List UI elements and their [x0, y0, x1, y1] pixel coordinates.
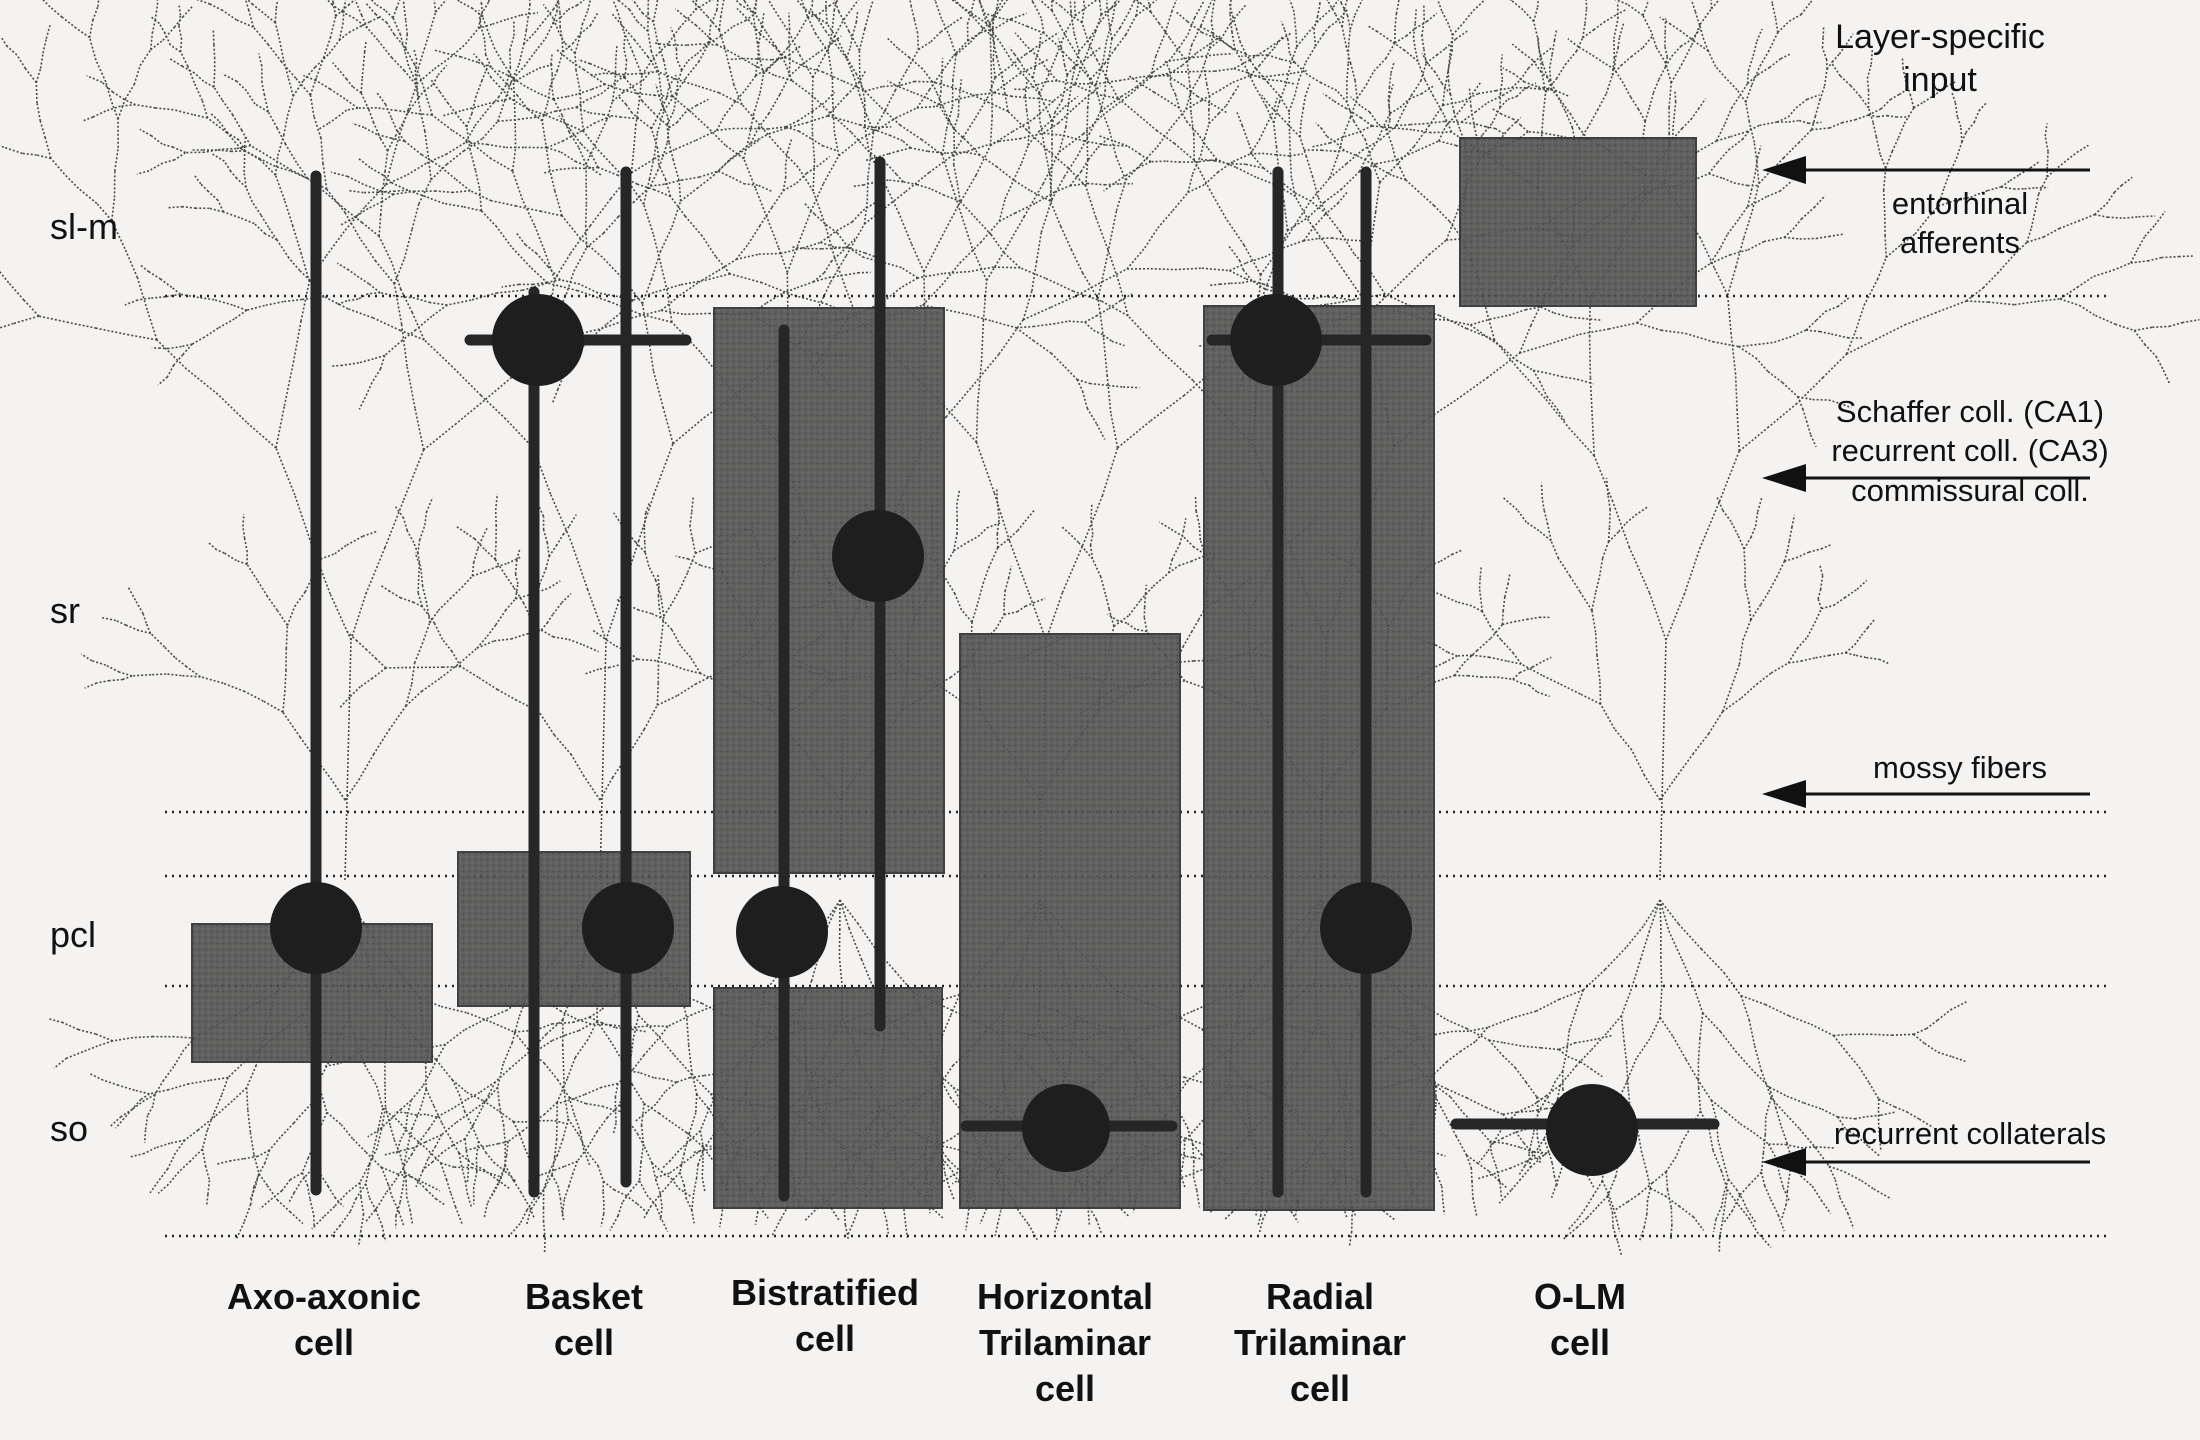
entorhinal-label: entorhinal afferents	[1830, 184, 2090, 263]
layer-label-pcl: pcl	[50, 914, 97, 955]
entorhinal-line-1: entorhinal	[1891, 186, 2029, 221]
schaffer-line-2: recurrent coll. (CA3)	[1831, 433, 2109, 469]
cell-label-basket-line-1: Basket	[524, 1276, 644, 1317]
radial-trilaminar-upper-soma	[1230, 294, 1322, 386]
bistratified-lower-box	[713, 987, 943, 1209]
layer-label-so: so	[50, 1108, 89, 1149]
somata	[270, 294, 1638, 1176]
basket-upper-soma	[492, 294, 584, 386]
olm-soma	[1546, 1084, 1638, 1176]
cell-label-horizontal-trilaminar-line-3: cell	[1034, 1368, 1096, 1410]
radial-trilaminar-box	[1203, 305, 1435, 1211]
entorhinal-line-2: afferents	[1899, 225, 2021, 261]
input-header-line-2: input	[1903, 61, 1977, 100]
cell-label-horizontal-trilaminar: Horizontal Trilaminar cell	[950, 1274, 1180, 1412]
recurrent-collaterals-label: recurrent collaterals	[1800, 1114, 2140, 1153]
cell-label-horizontal-trilaminar-line-2: Trilaminar	[978, 1322, 1152, 1364]
layer-label-sr: sr	[50, 590, 80, 631]
cell-label-bistratified-line-1: Bistratified	[730, 1272, 920, 1313]
cell-label-bistratified: Bistratified cell	[700, 1270, 950, 1362]
olm-target-box	[1459, 137, 1697, 307]
mossy-fibers-label: mossy fibers	[1830, 748, 2090, 787]
cell-label-basket: Basket cell	[474, 1274, 694, 1366]
cell-label-olm-line-1: O-LM	[1534, 1276, 1626, 1317]
bistratified-upper-soma	[832, 510, 924, 602]
mossy-fibers-arrow	[1762, 780, 2090, 808]
schaffer-arrow	[1762, 464, 2090, 492]
cell-label-basket-line-2: cell	[553, 1322, 615, 1364]
cell-label-olm-line-2: cell	[1549, 1322, 1611, 1364]
cell-label-axo-axonic-line-1: Axo-axonic	[226, 1276, 422, 1317]
cell-label-horizontal-trilaminar-line-1: Horizontal	[977, 1276, 1153, 1317]
entorhinal-arrow	[1762, 156, 2090, 184]
input-arrows	[1762, 156, 2090, 1176]
bistratified-lower-soma	[736, 886, 828, 978]
schaffer-line-1: Schaffer coll. (CA1)	[1835, 394, 2105, 429]
cell-label-radial-trilaminar-line-2: Trilaminar	[1233, 1322, 1407, 1364]
cell-label-radial-trilaminar-line-3: cell	[1289, 1368, 1351, 1410]
schaffer-label: Schaffer coll. (CA1) recurrent coll. (CA…	[1800, 392, 2140, 510]
mossy-fibers-line: mossy fibers	[1873, 750, 2047, 785]
cell-label-axo-axonic: Axo-axonic cell	[186, 1274, 462, 1366]
radial-trilaminar-lower-soma	[1320, 882, 1412, 974]
cell-label-radial-trilaminar: Radial Trilaminar cell	[1200, 1274, 1440, 1412]
recurrent-collaterals-arrow	[1762, 1148, 2090, 1176]
input-header: Layer-specific input	[1790, 16, 2090, 102]
cell-label-radial-trilaminar-line-1: Radial	[1265, 1276, 1375, 1317]
input-header-line-1: Layer-specific	[1835, 18, 2045, 56]
cell-label-olm: O-LM cell	[1480, 1274, 1680, 1366]
cell-label-axo-axonic-line-2: cell	[293, 1322, 355, 1364]
cell-label-bistratified-line-2: cell	[794, 1318, 856, 1360]
basket-lower-soma	[582, 882, 674, 974]
axo-axonic-soma	[270, 882, 362, 974]
recurrent-collaterals-line: recurrent collaterals	[1833, 1116, 2107, 1151]
schaffer-line-3: commissural coll.	[1851, 472, 2089, 508]
layer-label-slm: sl-m	[50, 206, 118, 247]
horizontal-trilaminar-soma	[1022, 1084, 1110, 1172]
bistratified-upper-box	[713, 307, 945, 874]
